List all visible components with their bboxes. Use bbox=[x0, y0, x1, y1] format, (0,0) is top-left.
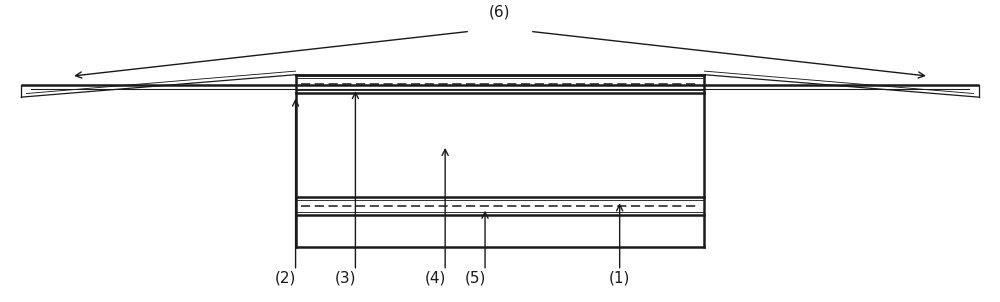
Text: (2): (2) bbox=[275, 271, 296, 286]
Text: (6): (6) bbox=[489, 5, 511, 19]
Text: (1): (1) bbox=[609, 271, 630, 286]
Text: (3): (3) bbox=[335, 271, 356, 286]
Text: (4): (4) bbox=[424, 271, 446, 286]
Text: (5): (5) bbox=[464, 271, 486, 286]
